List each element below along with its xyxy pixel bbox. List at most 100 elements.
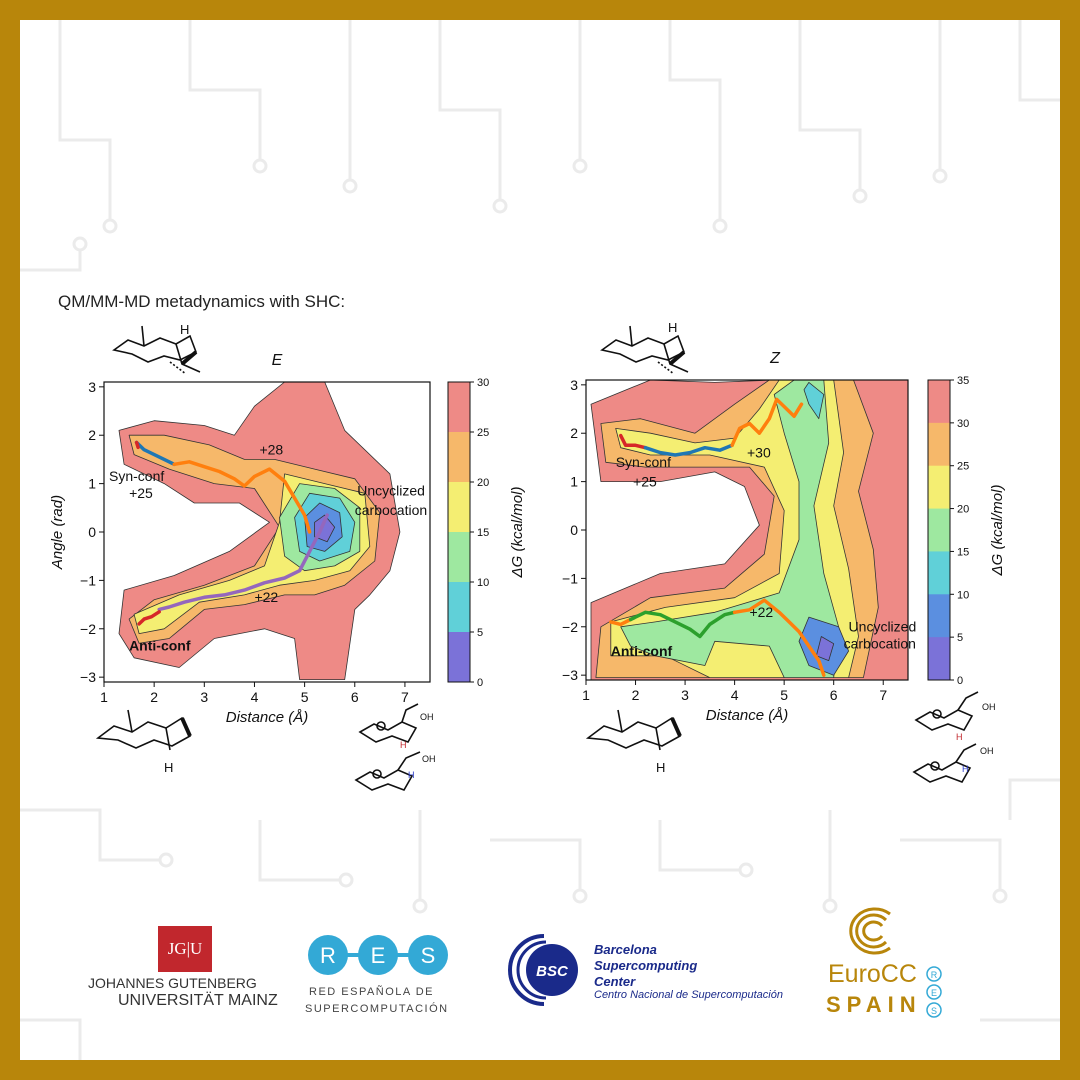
colorbar-title: ΔG (kcal/mol) <box>509 487 526 579</box>
reaction-path-0 <box>618 433 648 450</box>
res-logo-line1: RED ESPAÑOLA DE <box>309 986 434 998</box>
eurocc-res-mark: R E S <box>926 966 942 1018</box>
colorbar-band <box>448 532 470 583</box>
colorbar-tick-label: 10 <box>477 577 489 589</box>
colorbar-tick-label: 25 <box>957 461 969 473</box>
x-tick-label: 3 <box>200 689 208 705</box>
bsc-logo-mark: BSC <box>508 934 578 1006</box>
figure-heading: QM/MM-MD metadynamics with SHC: <box>58 292 346 311</box>
contour-level-6 <box>816 636 835 661</box>
colorbar-band <box>928 551 950 595</box>
eurocc-c-mark <box>849 907 891 955</box>
eurocc-logo-spain: SPAIN <box>826 992 922 1017</box>
x-tick-label: 5 <box>780 687 788 703</box>
colorbar-band <box>448 382 470 433</box>
y-tick-label: 1 <box>570 474 578 490</box>
colorbar-band <box>928 637 950 681</box>
atom-label: OH <box>422 754 436 764</box>
bsc-logo-line4: Centro Nacional de Supercomputación <box>594 989 783 1001</box>
chart-annotation: +30 <box>747 444 771 460</box>
y-tick-label: −3 <box>80 669 96 685</box>
atom-label: OH <box>982 702 996 712</box>
reaction-path-1 <box>643 443 734 457</box>
jgu-logo-line2: UNIVERSITÄT MAINZ <box>118 992 278 1009</box>
y-tick-label: 3 <box>88 379 96 395</box>
reaction-path-0 <box>134 440 176 467</box>
colorbar-tick-label: 5 <box>477 627 483 639</box>
atom-label: H <box>164 760 173 775</box>
eurocc-res-letter-s: S <box>931 1006 937 1016</box>
colorbar-band <box>448 432 470 483</box>
atom-label: H <box>656 760 665 775</box>
reaction-path-4 <box>134 440 140 450</box>
y-tick-label: 2 <box>570 425 578 441</box>
colorbar-tick-label: 20 <box>477 477 489 489</box>
y-tick-label: −1 <box>562 570 578 586</box>
res-logo-mark: R E S <box>308 935 448 975</box>
colorbar-tick-label: 30 <box>477 377 489 389</box>
atom-label: H <box>668 320 677 335</box>
reaction-path-4 <box>628 610 737 639</box>
x-tick-label: 7 <box>401 689 409 705</box>
chart-annotation: +28 <box>259 442 283 458</box>
x-tick-label: 6 <box>830 687 838 703</box>
x-axis-title: Distance (Å) <box>226 709 309 726</box>
chart-annotation: +22 <box>254 589 278 605</box>
reaction-path-3 <box>609 617 633 627</box>
y-tick-label: 1 <box>88 476 96 492</box>
colorbar-tick-label: 0 <box>957 675 963 687</box>
molecule-drawings <box>95 325 979 791</box>
atom-label: H <box>962 764 969 774</box>
chart-annotation: Uncyclized <box>849 619 917 635</box>
y-tick-label: 2 <box>88 427 96 443</box>
bsc-mark-text: BSC <box>536 963 569 980</box>
circuit-background <box>20 20 1060 1060</box>
colorbar-band <box>928 594 950 638</box>
colorbar-band <box>448 582 470 633</box>
x-tick-label: 2 <box>150 689 158 705</box>
slide-frame: QM/MM-MD metadynamics with SHC: <box>20 20 1060 1060</box>
jgu-logo-mark: JG|U <box>158 926 212 972</box>
chart-annotation: +25 <box>633 473 657 489</box>
colorbar-band <box>928 465 950 510</box>
res-logo-line2: SUPERCOMPUTACIÓN <box>305 1003 449 1015</box>
x-tick-label: 7 <box>879 687 887 703</box>
y-tick-label: −2 <box>80 621 96 637</box>
colorbar-band <box>448 632 470 682</box>
reaction-path-2 <box>157 513 329 612</box>
eurocc-logo-word: EuroCC <box>828 960 917 988</box>
colorbar-band <box>928 508 950 552</box>
reaction-path-3 <box>137 610 161 626</box>
reaction-path-5 <box>732 598 826 677</box>
x-tick-label: 4 <box>731 687 739 703</box>
res-letter-e: E <box>371 943 386 968</box>
panel-title: Z <box>769 350 781 367</box>
bsc-logo-line1: Barcelona <box>594 942 657 957</box>
bsc-logo-line3: Center <box>594 974 636 989</box>
eurocc-res-letter-r: R <box>931 970 938 980</box>
chart-annotation: carbocation <box>844 636 916 652</box>
colorbar-tick-label: 30 <box>957 418 969 430</box>
eurocc-res-letter-e: E <box>931 988 937 998</box>
chart-annotation: +25 <box>129 485 153 501</box>
x-tick-label: 6 <box>351 689 359 705</box>
atom-label: OH <box>420 712 434 722</box>
contour-group <box>118 382 401 680</box>
atom-label: H <box>400 740 407 750</box>
atom-label: H <box>180 322 189 337</box>
x-tick-label: 3 <box>681 687 689 703</box>
chart-annotation: Anti-conf <box>129 638 191 654</box>
chart-annotation: +22 <box>749 604 773 620</box>
x-tick-label: 4 <box>251 689 259 705</box>
chart-annotation: Syn-conf <box>109 468 164 484</box>
x-tick-label: 5 <box>301 689 309 705</box>
atom-label: H <box>408 770 415 780</box>
colorbar-tick-label: 15 <box>957 546 969 558</box>
colorbar-tick-label: 5 <box>957 632 963 644</box>
x-tick-label: 1 <box>100 689 108 705</box>
colorbar-tick-label: 20 <box>957 504 969 516</box>
res-letter-r: R <box>320 943 336 968</box>
